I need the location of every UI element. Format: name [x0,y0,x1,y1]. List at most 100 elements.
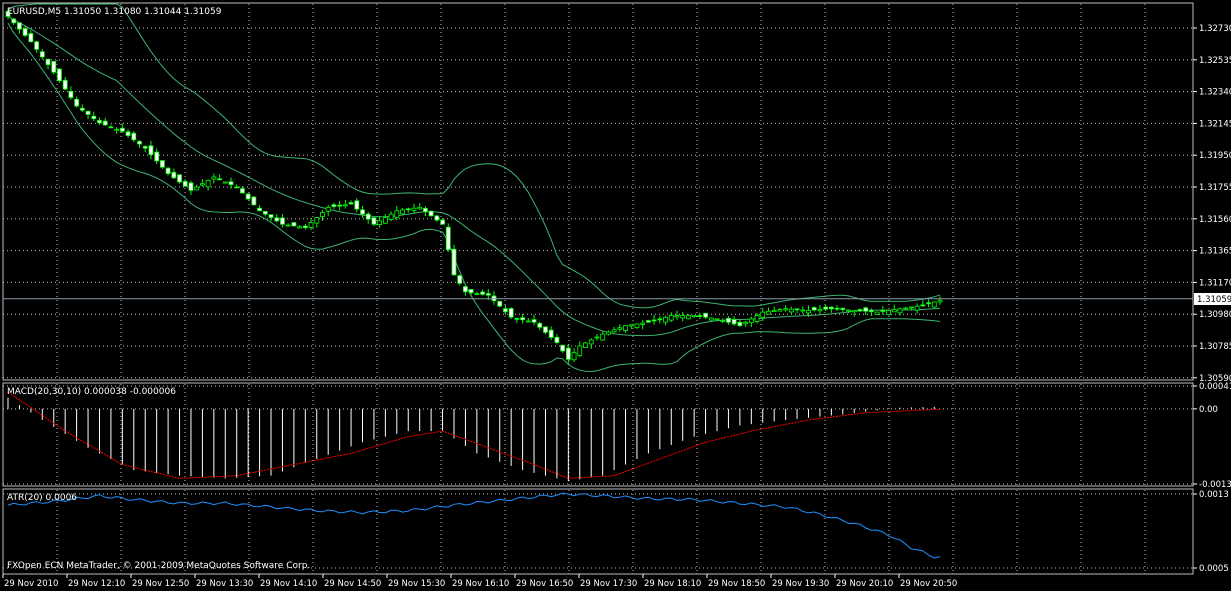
macd-grid [3,384,1193,485]
time-tick-label: 29 Nov 14:10 [260,579,317,589]
candle-bullish [628,324,634,327]
candle-bullish [314,217,320,224]
macd-header: MACD(20,30,10) 0.000038 -0.000006 [7,387,176,397]
candle-bearish [177,174,182,183]
candle-bullish [611,329,617,333]
candle-bullish [342,204,348,207]
candle-bullish [200,183,205,186]
candle-bearish [485,293,491,296]
candle-bearish [926,302,931,305]
candle-bullish [909,306,914,309]
candles [5,8,943,365]
candle-bearish [125,131,131,136]
time-axis: 29 Nov 2010 29 Nov 12:10 29 Nov 12:50 29 No… [2,574,957,589]
atr-pane[interactable]: ATR(20) 0.0006 FXOpen ECN MetaTrader, © … [2,488,1229,575]
candle-bearish [497,300,503,307]
candle-bullish [308,222,314,228]
price-tick-label: 1.31755 [1199,183,1231,193]
candle-bullish [382,217,388,224]
time-tick-label: 29 Nov 12:50 [132,579,189,589]
candle-bearish [840,307,846,310]
candle-bullish [754,315,760,322]
candle-bearish [291,222,297,227]
time-tick-label: 29 Nov 19:30 [772,579,829,589]
bands-overlay [7,3,941,373]
candle-bearish [182,181,188,187]
price-pane[interactable]: EURUSD,M5 1.31050 1.31080 1.31044 1.3105… [2,2,1231,384]
candle-bearish [560,344,566,352]
candle-bullish [851,310,857,313]
candle-bearish [857,309,863,312]
price-tick-label: 1.30590 [1199,374,1231,384]
price-axis: 1.32730 1.32535 1.32340 1.32145 1.31950 1.317… [1193,24,1231,384]
candle-bearish [119,127,125,132]
candle-bullish [640,322,646,325]
candle-bullish [806,310,811,314]
time-tick-label: 29 Nov 18:50 [708,579,765,589]
candle-bearish [457,275,463,284]
candle-bearish [188,182,194,191]
candle-bullish [320,212,325,217]
candle-bullish [525,320,531,323]
candle-bearish [508,308,514,318]
candle-bullish [571,352,577,361]
price-tick-label: 1.32730 [1199,24,1231,34]
band-lower [7,22,941,373]
candle-bearish [262,210,268,215]
symbol-header: EURUSD,M5 1.31050 1.31080 1.31044 1.3105… [7,7,222,17]
candle-bearish [697,315,703,317]
candle-bearish [445,226,451,250]
candle-bullish [411,207,417,211]
candle-bullish [663,316,668,323]
candle-bearish [217,178,222,181]
candle-bearish [880,310,886,312]
candle-bearish [97,120,102,124]
candle-bearish [503,308,508,313]
candle-bullish [708,317,714,321]
candle-bullish [594,336,600,339]
candle-bearish [68,90,74,98]
candle-bearish [548,329,554,338]
price-tick-label: 1.30980 [1199,310,1231,320]
time-tick-label: 29 Nov 2010 [4,579,58,589]
candle-bullish [297,226,303,229]
candle-bullish [846,309,851,312]
candle-bearish [651,319,657,322]
candle-bearish [514,317,520,320]
time-tick-label: 29 Nov 13:30 [196,579,253,589]
band-upper [7,3,941,309]
candle-bearish [159,160,165,168]
price-tick-label: 1.32535 [1199,56,1231,66]
candle-bearish [834,307,840,310]
candle-bullish [766,310,771,315]
candle-bearish [245,193,251,200]
candle-bearish [251,196,257,206]
candle-bearish [91,115,97,120]
candle-bearish [645,320,651,323]
candle-bearish [11,18,17,24]
macd-tick-label: -0.00135 [1199,480,1231,490]
candle-bullish [211,176,217,180]
candle-bullish [222,181,228,184]
candle-bearish [228,181,234,185]
candle-bearish [537,322,543,328]
candle-bearish [794,308,800,311]
candle-bearish [811,307,817,311]
time-tick-label: 29 Nov 14:50 [324,579,381,589]
price-tick-label: 1.32340 [1199,88,1231,98]
candle-bearish [28,33,34,43]
candle-bullish [577,345,583,356]
atr-pane-frame [2,488,1194,575]
candle-bearish [268,214,274,218]
candle-bearish [17,22,22,30]
time-tick-label: 29 Nov 18:10 [644,579,701,589]
candle-bearish [142,146,148,149]
candle-bearish [520,317,526,321]
price-tick-label: 1.31560 [1199,215,1231,225]
macd-pane[interactable]: MACD(20,30,10) 0.000038 -0.000006 0.0004… [2,382,1231,490]
candle-bearish [257,207,262,212]
candle-bearish [165,167,171,174]
time-tick-label: 29 Nov 16:10 [452,579,509,589]
candle-bearish [5,10,11,17]
